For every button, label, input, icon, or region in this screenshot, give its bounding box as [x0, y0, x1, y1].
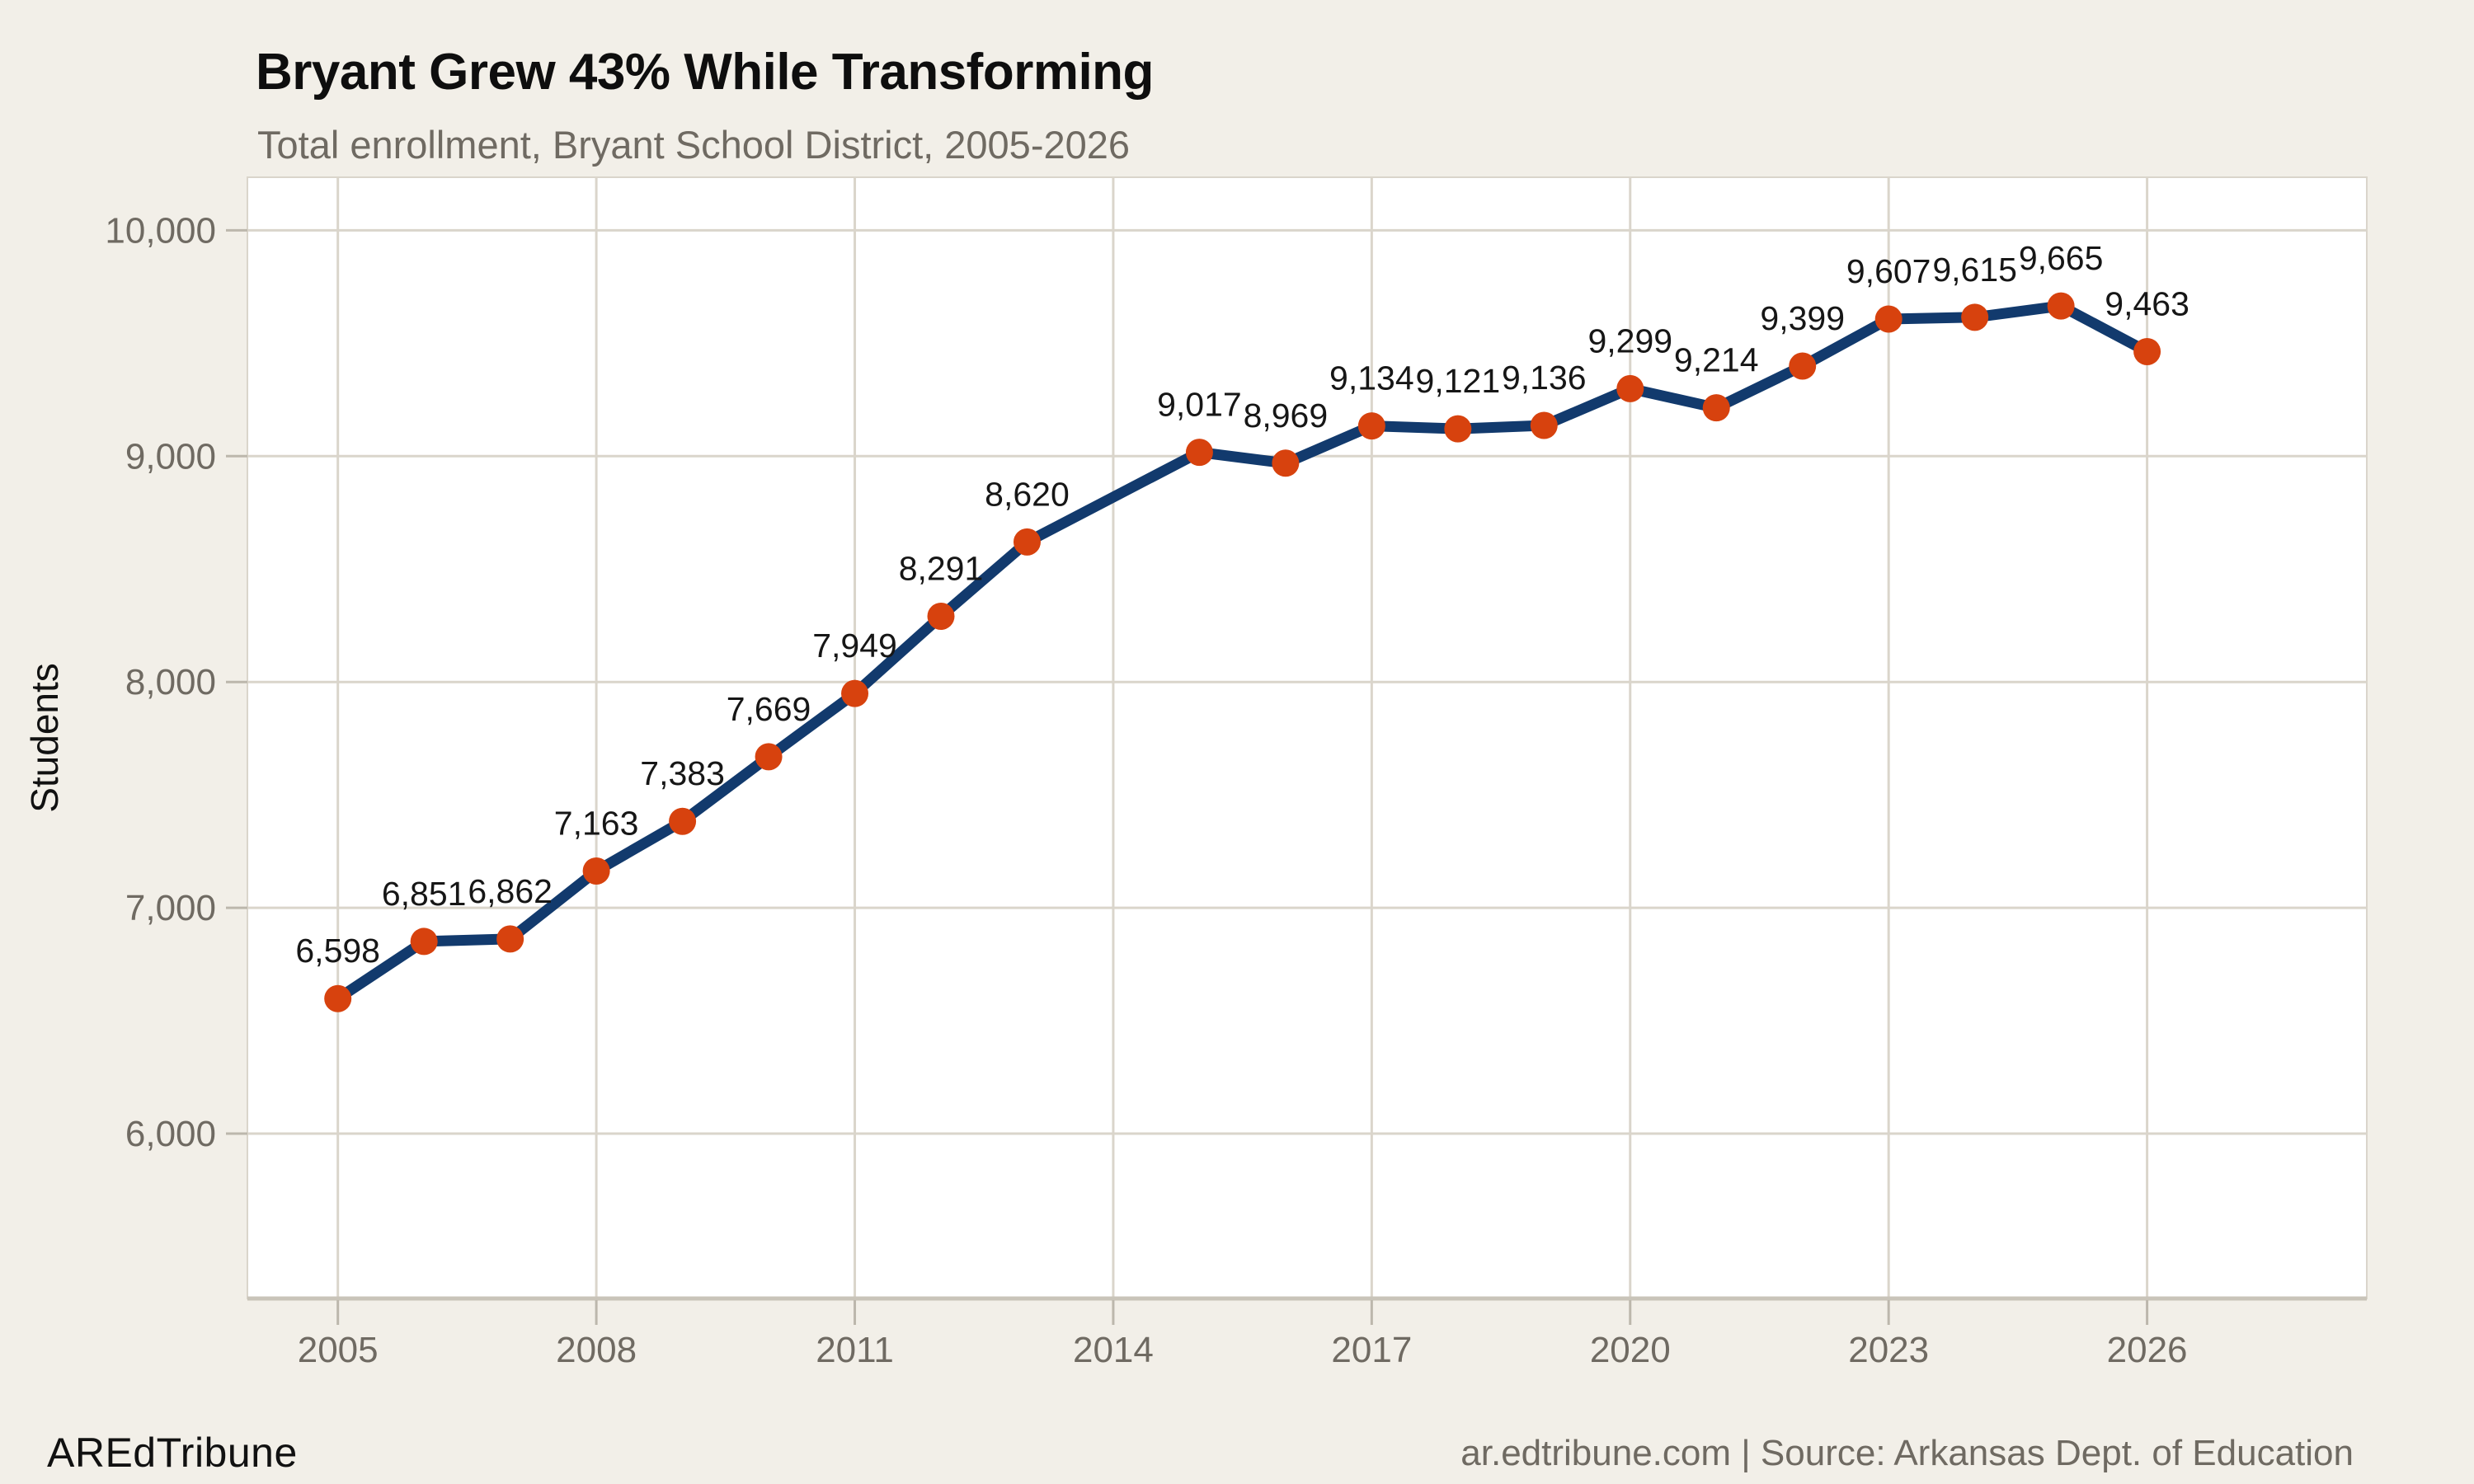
chart-title: Bryant Grew 43% While Transforming [256, 44, 1154, 101]
data-point [1616, 374, 1644, 402]
chart-subtitle: Total enrollment, Bryant School District… [257, 123, 1131, 167]
data-point [1789, 352, 1817, 380]
data-point-label: 8,620 [985, 475, 1070, 513]
data-point-label: 6,862 [468, 872, 553, 910]
data-point [1013, 528, 1041, 556]
data-point-label: 9,134 [1329, 359, 1414, 397]
y-tick-label: 6,000 [125, 1114, 216, 1154]
data-point-label: 7,383 [640, 754, 725, 792]
data-point-label: 7,669 [727, 690, 811, 728]
data-point [755, 743, 783, 771]
source-attribution: ar.edtribune.com | Source: Arkansas Dept… [1460, 1433, 2354, 1473]
data-point-label: 7,949 [812, 627, 897, 665]
data-point-label: 9,299 [1587, 322, 1672, 359]
data-point-label: 9,121 [1416, 362, 1501, 400]
data-point-label: 9,463 [2105, 284, 2189, 322]
y-tick-label: 8,000 [125, 662, 216, 702]
x-tick-label: 2005 [298, 1330, 379, 1370]
data-point-label: 9,017 [1157, 386, 1242, 424]
data-point-label: 6,598 [295, 932, 380, 970]
x-tick-label: 2008 [556, 1330, 637, 1370]
data-point-label: 9,399 [1760, 299, 1845, 337]
x-tick-label: 2011 [816, 1330, 894, 1370]
y-tick-label: 9,000 [125, 436, 216, 477]
data-point-label: 9,665 [2019, 239, 2104, 277]
data-point-label: 9,214 [1674, 341, 1759, 379]
data-point [1444, 415, 1472, 443]
data-point-label: 6,851 [382, 875, 467, 913]
data-point [1272, 449, 1300, 477]
x-tick-label: 2023 [1848, 1330, 1929, 1370]
data-point [927, 602, 955, 630]
brand-logo-text: AREdTribune [47, 1430, 298, 1476]
data-point [2047, 292, 2075, 320]
data-point-label: 8,291 [899, 549, 984, 587]
data-point [2133, 337, 2161, 365]
data-point [841, 679, 869, 707]
plot-area [247, 176, 2368, 1299]
x-tick-label: 2026 [2107, 1330, 2188, 1370]
data-point-label: 7,163 [554, 804, 639, 842]
y-axis-title: Students [23, 663, 66, 813]
data-point [410, 928, 438, 956]
data-point [669, 807, 697, 835]
y-tick-label: 10,000 [105, 210, 216, 251]
data-point [1702, 394, 1730, 422]
data-point-label: 9,607 [1846, 252, 1931, 290]
x-tick-label: 2014 [1073, 1330, 1154, 1370]
x-tick-label: 2020 [1590, 1330, 1671, 1370]
data-point [1185, 439, 1213, 467]
data-point [1961, 303, 1989, 331]
y-tick-label: 7,000 [125, 888, 216, 928]
x-tick-label: 2017 [1331, 1330, 1412, 1370]
data-point [1357, 412, 1385, 440]
data-point [1874, 305, 1903, 333]
data-point-label: 9,136 [1502, 359, 1587, 397]
data-point [1530, 411, 1558, 439]
data-point-label: 9,615 [1932, 251, 2017, 289]
data-point [324, 984, 352, 1012]
data-point [582, 857, 610, 885]
data-point-label: 8,969 [1244, 397, 1329, 434]
data-point [496, 925, 524, 953]
